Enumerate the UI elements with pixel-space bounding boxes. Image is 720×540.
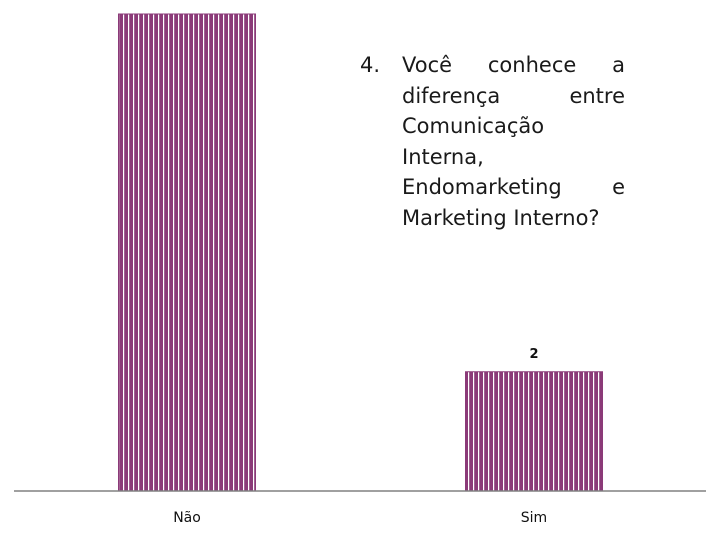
bars-group [118,13,603,492]
category-label: Não [173,510,201,526]
labels-group: Não Sim 2 [173,347,547,526]
question-number: 4. [360,53,381,77]
data-label: 2 [529,347,538,362]
bar-sim [465,371,603,492]
category-label: Sim [521,510,547,526]
chart-title: 4. Você conhece a diferença entre Comuni… [360,50,625,233]
bar-nao [118,13,256,492]
question-text: Você conhece a diferença entre Comunicaç… [402,53,625,230]
